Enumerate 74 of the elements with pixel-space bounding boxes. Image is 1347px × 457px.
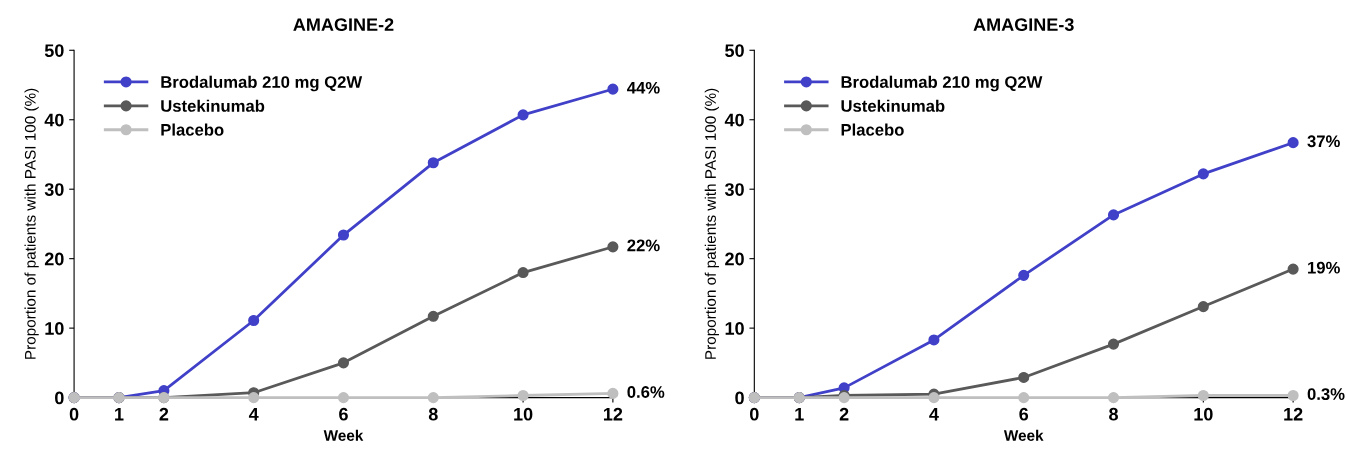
x-axis-title: Week [1003, 429, 1044, 441]
point [1107, 338, 1120, 350]
y-tick-label: 50 [44, 44, 64, 57]
x-tick-label: 8 [1109, 407, 1118, 421]
point [1287, 263, 1299, 275]
point [1197, 389, 1209, 402]
point [928, 334, 940, 346]
x-tick-label: 4 [929, 407, 939, 421]
point [1018, 392, 1030, 404]
y-axis-title: Proportion of patients with PASI 100 (%) [704, 88, 719, 359]
point [517, 266, 529, 279]
x-tick-label: 4 [248, 407, 259, 421]
point [337, 357, 350, 369]
point [517, 109, 529, 121]
data-label: 0.6% [627, 386, 665, 398]
point [248, 392, 260, 404]
x-tick-label: 6 [1019, 407, 1029, 421]
x-tick-label: 8 [428, 407, 438, 421]
x-tick-label: 2 [159, 407, 169, 421]
x-tick-label: 2 [839, 407, 849, 421]
y-tick-label: 0 [735, 391, 744, 405]
y-tick-label: 50 [725, 44, 744, 57]
point [427, 310, 439, 322]
chart-title: AMAGINE-3 [973, 18, 1074, 32]
data-label: 37% [1307, 135, 1340, 148]
point [607, 83, 619, 95]
legend-label: Brodalumab 210 mg Q2W [161, 75, 363, 92]
x-tick-label: 1 [115, 407, 124, 421]
legend-label: Ustekinumab [161, 99, 265, 112]
y-axis-title: Proportion of patients with PASI 100 (%) [24, 88, 39, 359]
point [337, 392, 350, 404]
data-label: 44% [627, 81, 660, 94]
point [1287, 389, 1299, 402]
point [517, 389, 529, 402]
point [248, 314, 260, 327]
legend-label: Placebo [841, 123, 904, 136]
y-tick-label: 40 [724, 113, 744, 127]
point [427, 157, 439, 169]
data-label: 19% [1308, 261, 1340, 274]
x-tick-label: 0 [69, 407, 79, 421]
y-tick-label: 10 [45, 322, 64, 335]
y-tick-label: 10 [725, 322, 744, 335]
point [1287, 137, 1299, 149]
chart-title: AMAGINE-2 [293, 18, 394, 31]
point [427, 392, 439, 404]
x-tick-label: 10 [514, 407, 533, 421]
legend-label: Brodalumab 210 mg Q2W [841, 75, 1043, 92]
y-tick-label: 20 [44, 252, 64, 266]
point [1018, 269, 1030, 281]
x-tick-label: 12 [603, 407, 623, 421]
point [928, 392, 940, 404]
legend-label: Placebo [161, 123, 224, 136]
x-tick-label: 12 [1284, 407, 1303, 421]
y-tick-label: 30 [724, 183, 744, 196]
point [607, 241, 619, 253]
point [337, 229, 350, 241]
data-label: 0.3% [1307, 388, 1345, 400]
data-label: 22% [627, 239, 660, 252]
x-axis-title: Week [323, 429, 364, 441]
point [1197, 168, 1209, 180]
y-tick-label: 30 [44, 183, 64, 196]
point [607, 387, 619, 399]
x-tick-label: 0 [750, 407, 759, 421]
y-tick-label: 0 [55, 391, 64, 405]
point [1018, 371, 1030, 384]
point [1107, 392, 1120, 404]
y-tick-label: 40 [44, 113, 64, 127]
point [1107, 209, 1120, 221]
x-tick-label: 10 [1194, 407, 1213, 421]
x-tick-label: 1 [795, 407, 804, 421]
y-tick-label: 20 [725, 252, 744, 266]
point [1197, 301, 1209, 313]
legend-label: Ustekinumab [841, 99, 945, 112]
x-tick-label: 6 [339, 407, 348, 421]
